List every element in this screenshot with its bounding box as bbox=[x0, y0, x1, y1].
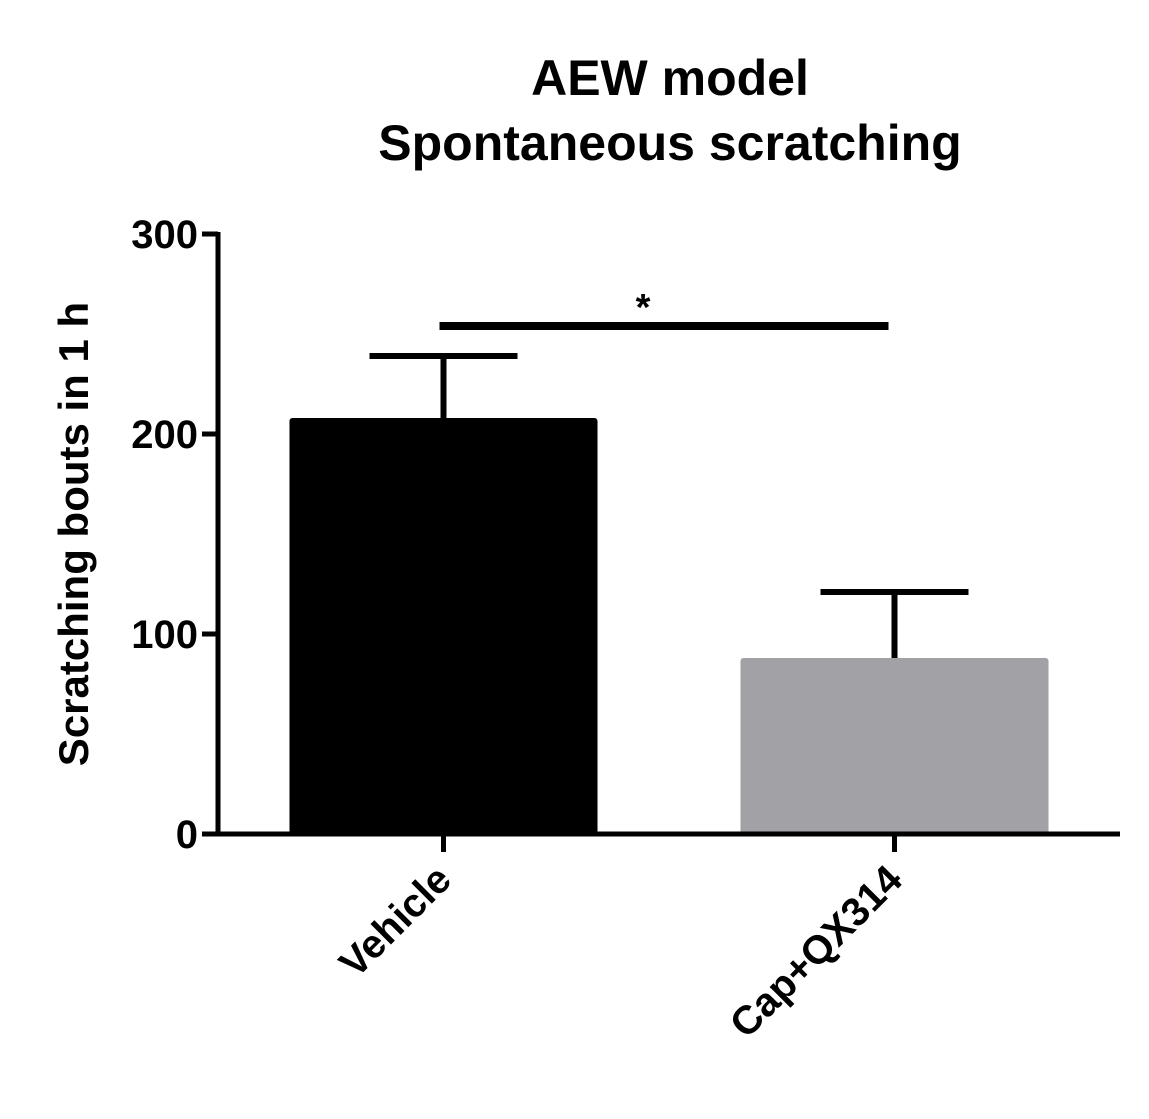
y-axis-label: Scratching bouts in 1 h bbox=[50, 302, 97, 766]
chart-title: Spontaneous scratching bbox=[378, 115, 961, 171]
y-tick-label: 200 bbox=[131, 413, 198, 457]
y-tick-label: 300 bbox=[131, 213, 198, 257]
significance-label: * bbox=[636, 287, 651, 329]
y-tick-label: 100 bbox=[131, 613, 198, 657]
bar bbox=[740, 658, 1049, 834]
y-tick-label: 0 bbox=[176, 813, 198, 857]
chart-title: AEW model bbox=[531, 50, 809, 106]
x-tick-label: Vehicle bbox=[331, 857, 460, 986]
bar bbox=[289, 418, 598, 834]
x-tick-label: Cap+QX314 bbox=[722, 857, 912, 1047]
